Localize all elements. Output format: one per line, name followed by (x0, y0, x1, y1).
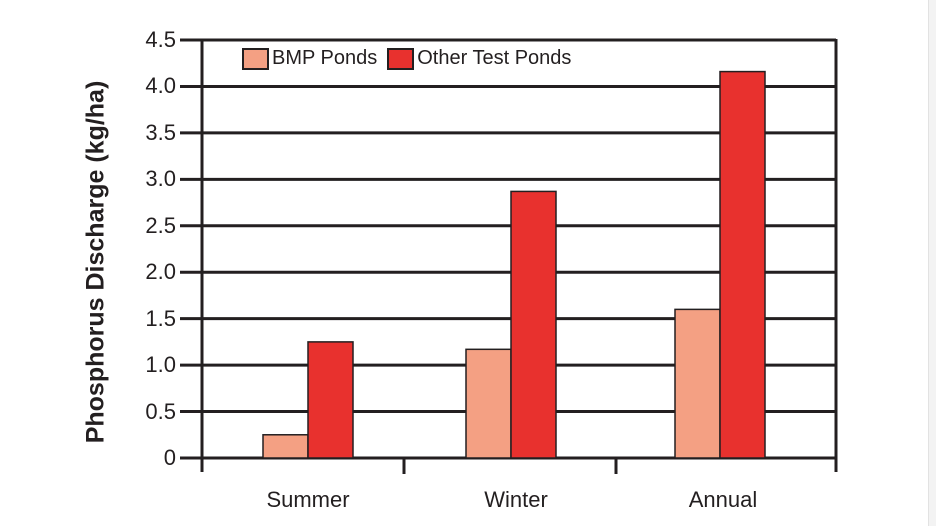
legend-swatch-bmp (242, 47, 269, 70)
y-tick-label: 1.0 (145, 352, 176, 378)
y-tick-label: 1.5 (145, 305, 176, 331)
bar-summer-bmp (262, 434, 309, 459)
bar-summer-other (307, 341, 354, 459)
y-tick-label: 4.5 (145, 27, 176, 52)
legend: BMP Ponds Other Test Ponds (242, 47, 581, 70)
legend-label: BMP Ponds (272, 47, 378, 69)
legend-swatch-other (387, 47, 415, 70)
bar-annual-bmp (674, 308, 721, 459)
y-tick-label: 2.0 (145, 259, 176, 285)
x-category-label: Annual (688, 487, 758, 512)
bar-annual-other (719, 70, 766, 459)
x-category-label: Summer (266, 487, 350, 512)
legend-item-other-test-ponds: Other Test Ponds (387, 47, 571, 70)
y-tick-label: 0 (163, 445, 176, 470)
y-tick-label: 3.5 (145, 119, 176, 145)
bar-winter-bmp (465, 348, 512, 459)
bar-winter-other (510, 190, 557, 459)
y-tick-label: 0.5 (145, 398, 176, 424)
x-category-label: Winter (484, 487, 548, 512)
y-tick-label: 3.0 (145, 166, 176, 192)
legend-label: Other Test Ponds (417, 47, 572, 69)
legend-item-bmp-ponds: BMP Ponds (242, 47, 377, 70)
y-tick-label: 2.5 (145, 212, 176, 238)
y-tick-label: 4.0 (145, 73, 176, 99)
y-axis-label: Phosphorus Discharge (kg/ha) (81, 80, 110, 444)
page-edge (928, 0, 936, 526)
